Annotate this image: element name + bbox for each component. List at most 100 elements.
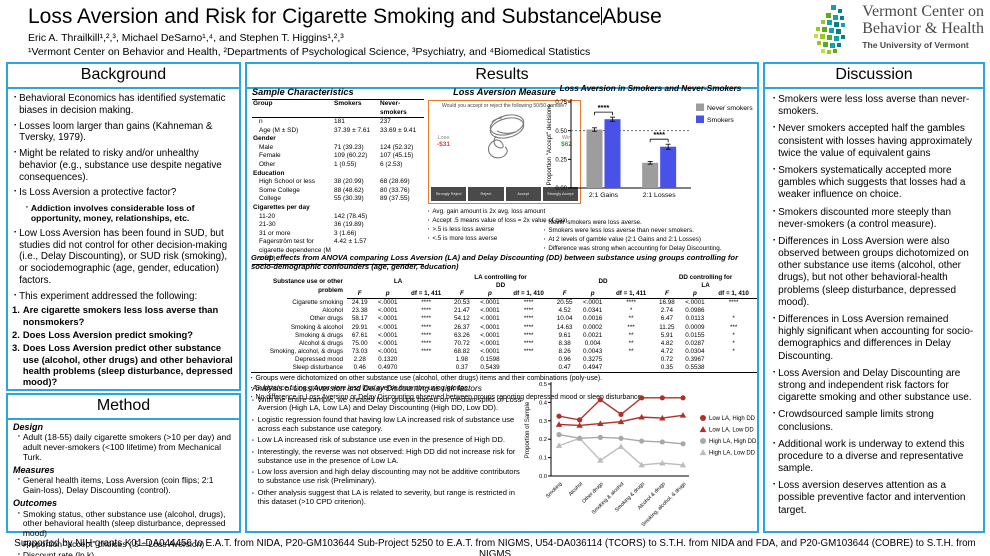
bullet-text: Never smokers accepted half the gambles …: [778, 123, 973, 159]
bullet-marker: 1.: [12, 304, 20, 316]
discussion-box: Discussion ▪ Smokers were less loss avers…: [763, 62, 985, 533]
bullet-text: Design: [13, 422, 44, 432]
results-title: Results: [247, 64, 757, 89]
page-title: Loss Aversion and Risk for Cigarette Smo…: [28, 5, 768, 29]
bullet-item: ▪ Difference was strong when accounting f…: [544, 245, 757, 252]
bullet-marker: ▪: [14, 149, 17, 156]
svg-text:0.4: 0.4: [539, 400, 548, 406]
svg-text:Proportion of Sample: Proportion of Sample: [525, 401, 531, 458]
bullet-text: Does Loss Aversion predict smoking?: [22, 328, 194, 340]
authors: Eric A. Thrailkill¹,²,³, Michael DeSarno…: [28, 32, 344, 44]
bullet-marker: ▪: [773, 440, 776, 447]
table-row: n 181 237: [259, 118, 391, 126]
svg-text:0.50: 0.50: [555, 129, 567, 135]
bullet-item: ▪ Substance using groups were less loss a…: [251, 385, 757, 393]
gamble-buttons: Strongly Reject Reject Accept Strongly Acce…: [431, 187, 578, 201]
bullet-marker: ▪: [14, 94, 17, 101]
bullet-text: Additional work is underway to extend th…: [778, 438, 965, 475]
loss-aversion-measure-panel: Loss Aversion Measure Would you accept o…: [428, 87, 581, 242]
bullet-text: Never-smokers were loss averse.: [548, 218, 642, 226]
bullet-marker: ▪: [252, 469, 254, 475]
bullet-text: Loss aversion deserves attention as a po…: [778, 480, 966, 516]
bullet-marker: ▪: [544, 219, 546, 224]
affiliations: ¹Vermont Center on Behavior and Health, …: [28, 46, 591, 58]
bullet-text: General health items, Loss Aversion (coi…: [22, 475, 214, 496]
bullet-text: Accept .5 means value of loss = 2x value…: [432, 216, 568, 224]
bullet-marker: ▪: [428, 217, 430, 222]
title-part-a: Loss Aversion and Risk for Cigarette Smo…: [28, 5, 601, 28]
bullet-item: ▪ Differences in Loss Aversion were also …: [773, 236, 977, 309]
svg-text:0.75: 0.75: [555, 100, 567, 106]
lose-side: Lose -$31: [437, 135, 450, 148]
bullet-item: ▪ Never smokers accepted half the gambles…: [773, 123, 977, 160]
bullet-text: Smoking status, other substance use (alc…: [22, 508, 226, 539]
svg-text:****: ****: [598, 103, 610, 112]
table-row: Cigarettes per day: [253, 203, 310, 211]
svg-text:2:1 Losses: 2:1 Losses: [643, 192, 676, 199]
bullet-marker: ▪: [252, 489, 254, 495]
svg-text:0.1: 0.1: [539, 456, 547, 462]
bullet-text: Other analysis suggest that LA is relate…: [257, 487, 515, 506]
bullet-marker: ▪: [14, 188, 17, 195]
bullet-text: Difference was strong when accounting fo…: [548, 245, 722, 253]
bullet-text: Losses loom larger than gains (Kahneman …: [19, 120, 213, 144]
bullet-text: Differences in Loss Aversion were also o…: [778, 235, 969, 308]
bullet-item: ▪ Other analysis suggest that LA is relat…: [252, 487, 522, 507]
anova-bullets: ▪ Groups were dichotomized on other subst…: [251, 375, 757, 403]
bullet-item: Outcomes: [13, 498, 234, 508]
bullet-text: Discount rate (ln k): [22, 550, 95, 556]
bar-chart-title: Loss Aversion in Smokers and Never-Smoke…: [559, 84, 742, 93]
bullet-marker: ▪: [18, 510, 20, 517]
gamble-response-button[interactable]: Reject: [468, 187, 504, 201]
bullet-item: ▪ Avg. gain amount is 2x avg. loss amount: [428, 208, 581, 215]
bullet-item: ▪ Smokers were less loss averse than neve…: [544, 227, 757, 234]
bullet-item: ▪ Smoking status, other substance use (al…: [18, 508, 234, 540]
bullet-item: ▪ <.5 is more loss averse: [428, 235, 581, 242]
gamble-response-button[interactable]: Strongly Reject: [431, 187, 467, 201]
bullet-item: ▪ Never-smokers were loss averse.: [544, 219, 757, 226]
anova-row: Alcohol 23.38 <.0001 **** 21.47 <.0001 **** 4.5…: [322, 307, 705, 315]
bullet-text: Smokers discounted more steeply than nev…: [778, 206, 952, 230]
background-box: Background ▪ Behavioral Economics has ide…: [6, 62, 241, 391]
svg-text:High LA, Low DD: High LA, Low DD: [709, 451, 756, 457]
table-row: Male 71 (39.23) 124 (52.32): [259, 143, 414, 151]
bullet-text: Loss Aversion and Delay Discounting are …: [778, 367, 972, 404]
method-box: Method Design ▪ Adult (18-55) daily cigare…: [6, 393, 241, 556]
bullet-marker: ▪: [428, 226, 430, 231]
bullet-item: ▪ Smokers were less loss averse than neve…: [773, 94, 977, 118]
gamble-screenshot: Would you accept or reject the following…: [428, 100, 581, 204]
sample-table-title: Sample Characteristics: [252, 87, 354, 97]
bullet-marker: ▪: [773, 125, 776, 132]
bullet-item: ▪ Is Loss Aversion a protective factor?: [14, 187, 233, 199]
text-cursor: [600, 7, 603, 25]
table-row: 21-30 36 (19.89): [259, 221, 364, 229]
bullet-item: ▪ Discount rate (ln k): [18, 550, 234, 556]
risk-analysis-heading: Analysis of Loss Aversion and Delay Disc…: [252, 384, 482, 393]
bullet-item: ▪ Crowdsourced sample limits strong concl…: [773, 409, 977, 433]
bullet-text: Behavioral Economics has identified syst…: [19, 93, 226, 116]
bullet-item: ▪ At 2 levels of gamble value (2:1 Gains …: [544, 236, 757, 243]
gamble-response-button[interactable]: Accept: [505, 187, 541, 201]
discussion-list: ▪ Smokers were less loss averse than neve…: [765, 94, 983, 517]
anova-row: Smoking & drugs 67.61 <.0001 **** 63.26 <.000…: [295, 331, 735, 339]
bullet-text: Adult (18-55) daily cigarette smokers (>…: [22, 432, 231, 463]
bullet-text: Proportion "accept" choices (.5 = Loss A…: [22, 539, 205, 550]
bullet-text: No difference in Loss Aversion or Delay …: [255, 394, 644, 402]
bullet-text: Addiction involves considerable loss of …: [30, 203, 195, 224]
anova-row: Other drugs 58.17 <.0001 **** 54.12 <.0001 ***…: [309, 315, 735, 323]
bullet-item: ▪ Losses loom larger than gains (Kahneman…: [14, 121, 233, 145]
bullet-text: Are cigarette smokers less loss averse t…: [22, 304, 219, 327]
svg-text:0.25: 0.25: [555, 158, 567, 164]
anova-row: Sleep disturbance 0.46 0.4970 0.37 0.5439 0.4…: [251, 363, 757, 373]
bullet-marker: ▪: [252, 437, 254, 443]
gamble-response-button[interactable]: Strongly Accept: [542, 187, 578, 201]
table-header-row: Group Smokers Never-smokers: [252, 99, 424, 119]
bullet-text: With the entire sample, we created four …: [257, 394, 522, 413]
bullet-marker: ▪: [428, 235, 430, 240]
table-row: Other 1 (0.55) 6 (2.53): [259, 161, 403, 169]
bullet-item: ▪ Interestingly, the reverse was not obse…: [252, 447, 522, 466]
bullet-marker: ▪: [252, 396, 254, 402]
method-title: Method: [8, 395, 239, 420]
bullet-marker: ▪: [773, 315, 776, 322]
